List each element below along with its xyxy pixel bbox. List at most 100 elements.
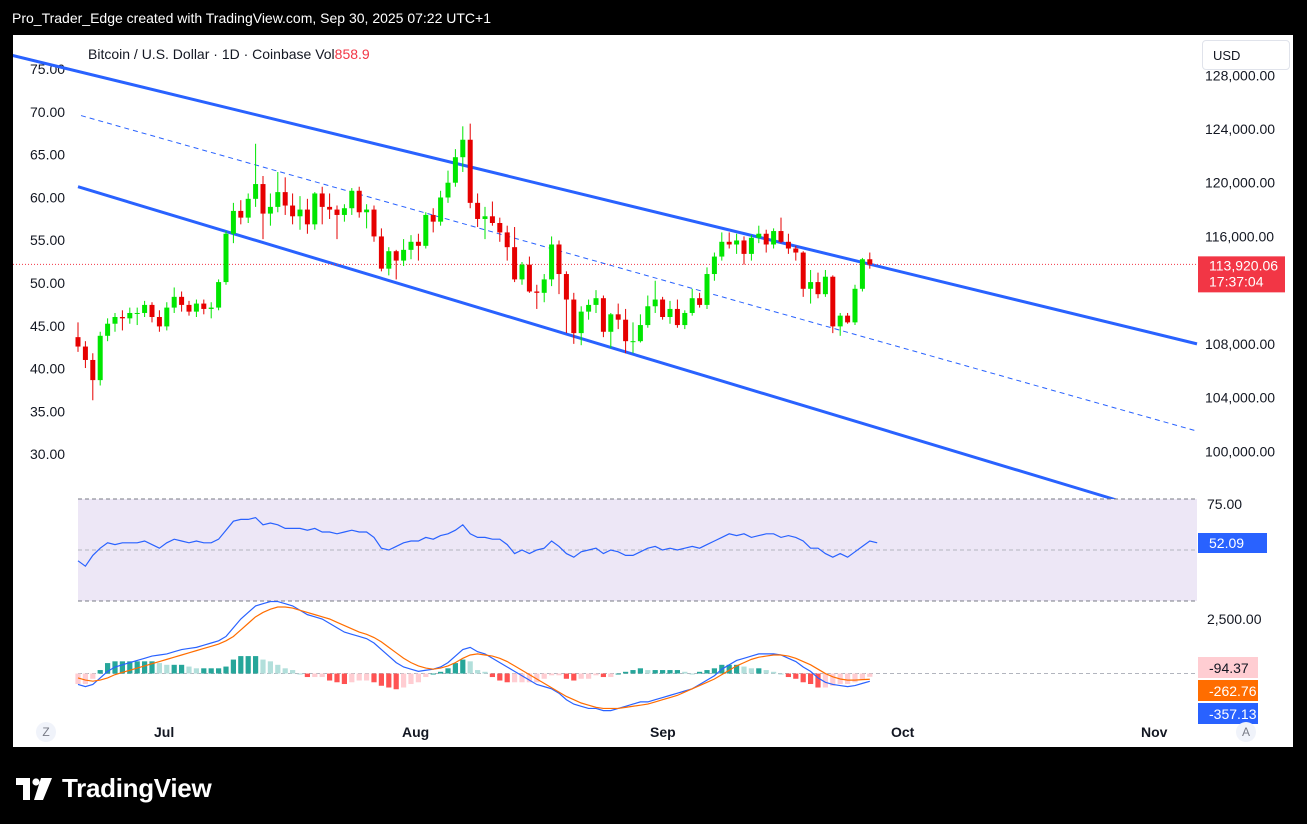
- candle-body: [149, 304, 155, 317]
- candle-body: [341, 208, 347, 215]
- macd-histogram-bar: [689, 673, 695, 675]
- macd-histogram-bar: [349, 673, 355, 683]
- macd-histogram-bar: [415, 673, 421, 683]
- candle-body: [356, 190, 362, 213]
- volume-tick-label: 55.00: [30, 232, 65, 248]
- candle-body: [637, 325, 643, 342]
- candle-body: [734, 240, 740, 245]
- macd-histogram-bar: [119, 661, 125, 674]
- candle-body: [830, 276, 836, 327]
- macd-histogram-bar: [519, 673, 525, 683]
- macd-histogram-bar: [341, 673, 347, 685]
- candle-body: [408, 241, 414, 250]
- macd-value-tag: [1198, 703, 1258, 724]
- channel-mid-line: [80, 115, 1198, 432]
- macd-histogram-bar: [726, 664, 732, 674]
- candle-body: [726, 241, 732, 245]
- macd-histogram-bar: [438, 671, 444, 674]
- macd-histogram-bar: [186, 666, 192, 674]
- last-price-value: 113,920.06: [1209, 257, 1278, 273]
- candle-body: [748, 237, 754, 254]
- zoom-left-button[interactable]: Z: [36, 722, 56, 742]
- chart-canvas[interactable]: 128,000.00 124,000.00 120,000.00 116,000.00…: [13, 35, 1293, 747]
- macd-value-label: -262.76: [1209, 683, 1257, 699]
- candle-body: [304, 209, 310, 225]
- candle-body: [859, 259, 865, 289]
- candle-body: [186, 304, 192, 312]
- macd-tick-label: 2,500.00: [1207, 611, 1262, 627]
- macd-histogram-bar: [497, 673, 503, 681]
- macd-histogram-bar: [75, 673, 81, 685]
- candle-body: [312, 193, 318, 225]
- macd-histogram-bar: [319, 673, 325, 678]
- macd-histogram-bar: [401, 673, 407, 688]
- candle-body: [771, 231, 777, 245]
- time-tick-label: Jul: [154, 724, 174, 740]
- auto-scale-button[interactable]: A: [1236, 722, 1256, 742]
- macd-histogram-bar: [697, 671, 703, 674]
- candle-body: [208, 307, 214, 309]
- candle-body: [600, 298, 606, 332]
- macd-histogram-bar: [238, 656, 244, 674]
- macd-histogram-bar: [741, 666, 747, 674]
- macd-histogram-bar: [164, 664, 170, 674]
- candle-body: [267, 206, 273, 214]
- candle-body: [386, 251, 392, 269]
- candle-body: [800, 252, 806, 289]
- candle-body: [290, 205, 296, 217]
- macd-histogram-bar: [778, 673, 784, 675]
- candle-body: [682, 312, 688, 326]
- candle-body: [711, 256, 717, 275]
- macd-histogram-bar: [867, 673, 873, 677]
- candle-body: [467, 139, 473, 203]
- candle-body: [438, 197, 444, 222]
- tradingview-logo: TradingView: [16, 773, 212, 804]
- macd-value-label: -357.13: [1209, 706, 1257, 722]
- chart-card[interactable]: 128,000.00 124,000.00 120,000.00 116,000.00…: [13, 35, 1293, 747]
- candle-body: [97, 335, 103, 381]
- rsi-band: [78, 499, 1197, 601]
- macd-histogram-bar: [578, 673, 584, 679]
- macd-histogram-bar: [386, 673, 392, 688]
- chart-caption: Pro_Trader_Edge created with TradingView…: [12, 10, 492, 26]
- signal-line: [77, 606, 870, 710]
- candle-body: [756, 233, 762, 238]
- tradingview-logo-icon: [16, 777, 52, 800]
- price-tick-label: 116,000.00: [1205, 228, 1274, 244]
- candle-body: [393, 251, 399, 261]
- macd-histogram-bar: [815, 673, 821, 688]
- candle-body: [238, 210, 244, 218]
- macd-histogram-bar: [608, 673, 614, 678]
- macd-histogram-bar: [423, 673, 429, 678]
- macd-histogram-bar: [682, 671, 688, 674]
- macd-histogram-bar: [245, 656, 251, 674]
- candle-body: [349, 190, 355, 209]
- volume-tick-label: 35.00: [30, 403, 65, 419]
- candle-body: [674, 308, 680, 326]
- candle-body: [615, 314, 621, 320]
- macd-histogram-bar: [615, 673, 621, 675]
- candle-body: [763, 233, 769, 245]
- candle-body: [282, 192, 288, 206]
- macd-histogram-bar: [334, 673, 340, 683]
- candle-body: [364, 209, 370, 213]
- candle-body: [90, 359, 96, 381]
- macd-histogram-bar: [312, 673, 318, 678]
- macd-histogram-bar: [756, 668, 762, 674]
- candle-body: [512, 247, 518, 280]
- candle-body: [549, 244, 555, 280]
- macd-histogram-bar: [482, 671, 488, 674]
- volume-tick-label: 40.00: [30, 361, 65, 377]
- candle-body: [630, 341, 636, 343]
- macd-histogram-bar: [630, 670, 636, 674]
- candle-body: [482, 216, 488, 219]
- candle-body: [253, 184, 259, 199]
- currency-button[interactable]: USD: [1202, 40, 1290, 70]
- candle-body: [193, 303, 199, 312]
- macd-histogram-bar: [859, 673, 865, 680]
- macd-histogram-bar: [771, 671, 777, 674]
- macd-histogram-bar: [282, 668, 288, 674]
- symbol-legend: Bitcoin / U.S. Dollar · 1D · Coinbase Vo…: [88, 46, 370, 62]
- macd-histogram-bar: [734, 664, 740, 674]
- candle-body: [704, 274, 710, 305]
